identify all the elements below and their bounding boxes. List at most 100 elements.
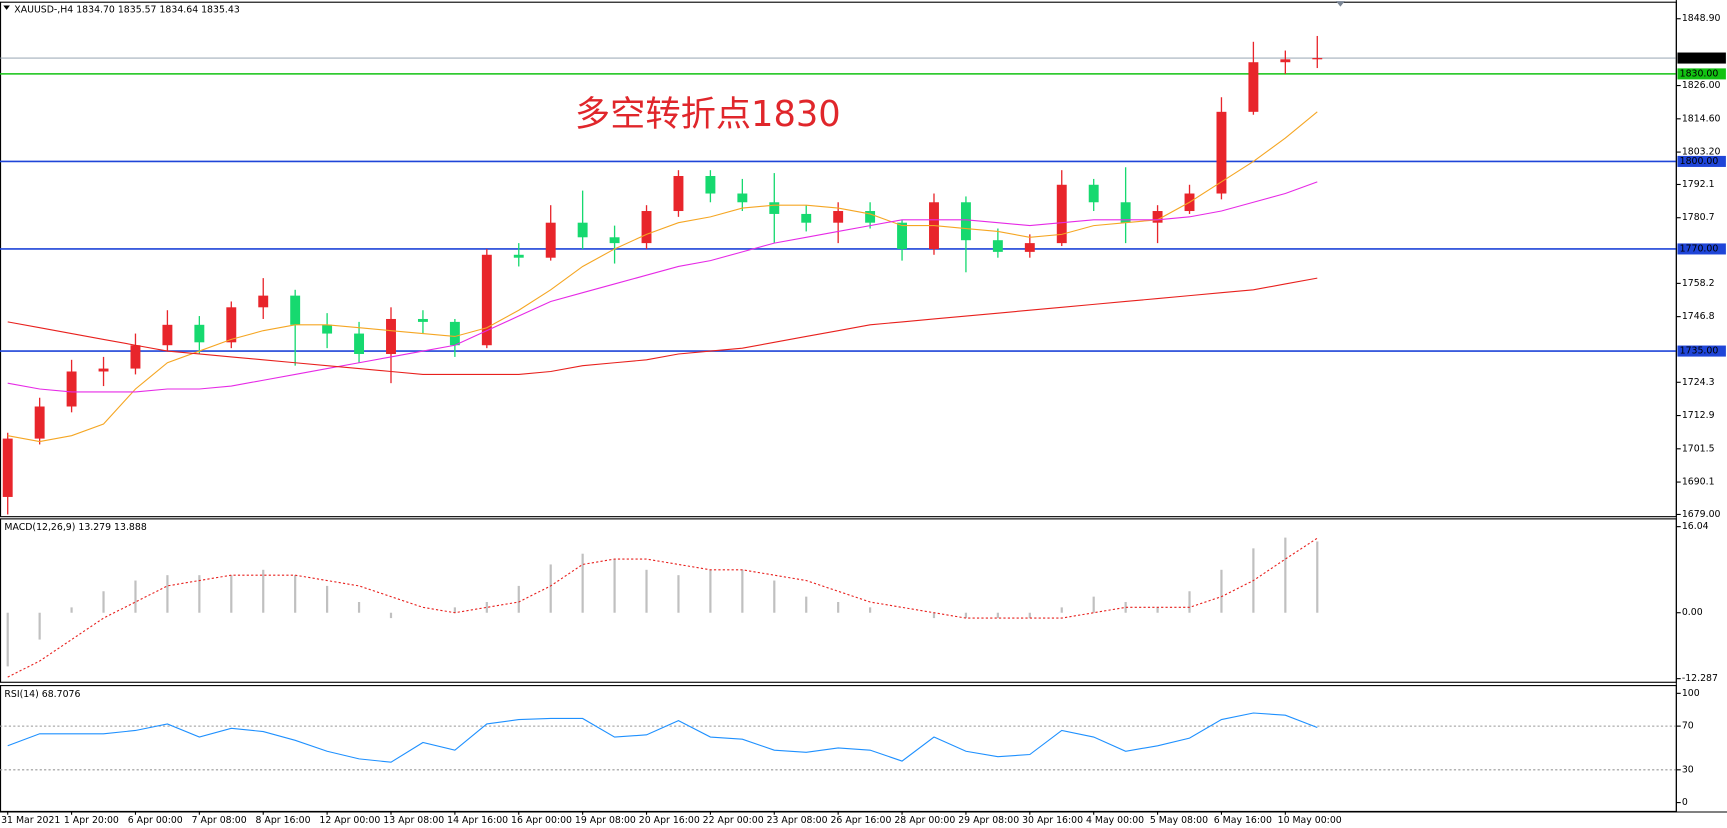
candle-body bbox=[1280, 59, 1291, 63]
candle-body bbox=[290, 295, 301, 325]
x-tick-label: 5 May 08:00 bbox=[1150, 815, 1208, 826]
signal-line bbox=[7, 537, 1318, 678]
candle-body bbox=[226, 307, 237, 343]
candle-body bbox=[322, 324, 333, 334]
moving-average bbox=[7, 181, 1318, 393]
macd-bar bbox=[1156, 607, 1159, 613]
price-label-box bbox=[1677, 243, 1726, 255]
menu-arrow[interactable] bbox=[3, 5, 10, 10]
candle-body bbox=[354, 333, 365, 354]
macd-bar bbox=[869, 607, 872, 613]
y-tick-label: 16.04 bbox=[1682, 521, 1709, 532]
x-tick-label: 13 Apr 08:00 bbox=[383, 815, 444, 826]
candle-body bbox=[162, 324, 173, 346]
candle-body bbox=[1248, 62, 1259, 112]
x-tick-label: 12 Apr 00:00 bbox=[319, 815, 380, 826]
candle-body bbox=[66, 371, 77, 407]
candle-body bbox=[1152, 211, 1163, 223]
macd-bar bbox=[6, 612, 9, 667]
y-tick-label: 1712.9 bbox=[1682, 410, 1715, 421]
candle-body bbox=[130, 345, 141, 369]
candle-body bbox=[673, 176, 684, 212]
macd-title: MACD(12,26,9) 13.279 13.888 bbox=[4, 522, 146, 533]
candle-body bbox=[992, 240, 1003, 252]
x-tick-label: 6 May 16:00 bbox=[1214, 815, 1272, 826]
shift-marker bbox=[1336, 1, 1345, 7]
candle-body bbox=[34, 406, 45, 439]
rsi-title: RSI(14) 68.7076 bbox=[4, 689, 80, 700]
y-tick-label: 1724.3 bbox=[1682, 377, 1715, 388]
y-tick-label: 1746.8 bbox=[1682, 311, 1715, 322]
macd-bar bbox=[357, 601, 361, 613]
macd-bar bbox=[1092, 596, 1095, 613]
candle-body bbox=[449, 321, 460, 346]
price-label: 1800.00 bbox=[1680, 156, 1719, 167]
x-tick-label: 16 Apr 00:00 bbox=[511, 815, 572, 826]
candle-body bbox=[1216, 111, 1227, 194]
macd-bar bbox=[581, 553, 584, 613]
moving-average bbox=[7, 277, 1318, 375]
candle-body bbox=[1312, 58, 1323, 60]
price-label-box bbox=[1677, 52, 1726, 64]
candle-body bbox=[386, 318, 396, 354]
candle-body bbox=[641, 211, 652, 244]
macd-bar bbox=[805, 596, 808, 613]
x-tick-label: 1 Apr 20:00 bbox=[64, 815, 119, 826]
macd-bar bbox=[677, 575, 680, 613]
macd-bar bbox=[102, 591, 105, 613]
x-tick-label: 4 May 00:00 bbox=[1086, 815, 1144, 826]
macd-bar bbox=[230, 575, 233, 613]
y-tick-label: 30 bbox=[1682, 764, 1694, 775]
candle-body bbox=[2, 438, 13, 497]
price-label-box bbox=[1677, 68, 1726, 80]
macd-bar bbox=[1188, 591, 1191, 613]
y-tick-label: -12.287 bbox=[1682, 673, 1718, 684]
candle-body bbox=[1024, 243, 1035, 252]
annotation: 多空转折点1830 bbox=[575, 94, 841, 135]
macd-bar bbox=[645, 569, 648, 613]
x-tick-label: 29 Apr 08:00 bbox=[958, 815, 1019, 826]
y-tick-label: 0 bbox=[1682, 797, 1688, 808]
moving-average bbox=[7, 111, 1318, 443]
candle-body bbox=[577, 222, 588, 238]
rsi-line bbox=[7, 712, 1318, 763]
candle-body bbox=[513, 254, 524, 258]
macd-bar bbox=[326, 585, 329, 613]
y-tick-label: 100 bbox=[1682, 688, 1700, 699]
price-label: 1770.00 bbox=[1680, 243, 1719, 254]
macd-bar bbox=[198, 575, 201, 613]
candle-body bbox=[609, 237, 620, 244]
candle-body bbox=[1056, 184, 1067, 244]
macd-bar bbox=[1124, 601, 1127, 613]
macd-bar bbox=[837, 601, 840, 613]
y-tick-label: 1690.1 bbox=[1682, 477, 1715, 488]
macd-bar bbox=[1220, 569, 1223, 613]
macd-bar bbox=[549, 564, 552, 613]
price-label: 1735.00 bbox=[1680, 346, 1719, 357]
macd-bar bbox=[517, 585, 520, 613]
x-tick-label: 22 Apr 00:00 bbox=[703, 815, 764, 826]
candle-body bbox=[481, 254, 492, 346]
candle-body bbox=[417, 318, 428, 322]
macd-bar bbox=[70, 607, 73, 613]
macd-bar bbox=[485, 601, 488, 613]
x-tick-label: 30 Apr 16:00 bbox=[1022, 815, 1083, 826]
macd-bar bbox=[996, 612, 999, 619]
candle-body bbox=[1120, 202, 1131, 223]
candle-body bbox=[801, 213, 812, 223]
x-tick-label: 26 Apr 16:00 bbox=[830, 815, 891, 826]
y-tick-label: 1758.2 bbox=[1682, 278, 1715, 289]
y-tick-label: 1803.20 bbox=[1682, 147, 1721, 158]
macd-bar bbox=[134, 580, 137, 613]
macd-bar bbox=[389, 612, 393, 619]
macd-bar bbox=[38, 612, 41, 640]
x-tick-label: 7 Apr 08:00 bbox=[192, 815, 247, 826]
macd-bar bbox=[613, 559, 616, 613]
y-tick-label: 1792.1 bbox=[1682, 179, 1715, 190]
x-tick-label: 31 Mar 2021 bbox=[1, 815, 60, 826]
x-tick-label: 10 May 00:00 bbox=[1278, 815, 1342, 826]
candle-body bbox=[960, 202, 971, 241]
candle-body bbox=[258, 295, 269, 308]
